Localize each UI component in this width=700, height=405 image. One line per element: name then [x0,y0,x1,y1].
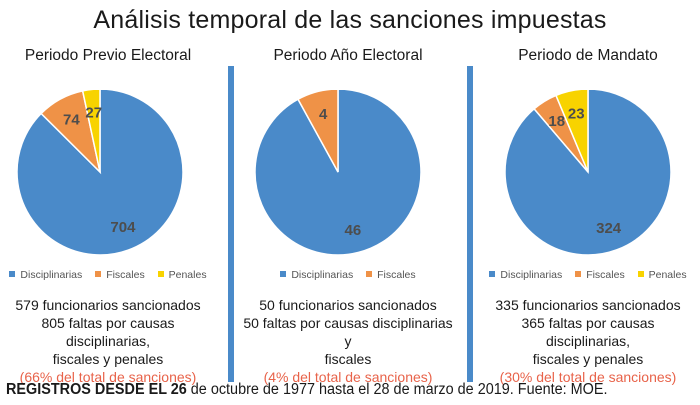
stats-percentage: (4% del total de sanciones) [263,369,433,385]
pie-slice-disciplinarias [504,90,672,256]
legend-item-disciplinarias: Disciplinarias [9,269,82,281]
panel-stats: 579 funcionarios sancionados 805 faltas … [0,296,216,386]
data-label-disciplinarias: 46 [345,222,362,239]
stats-officials: 579 funcionarios sancionados [15,297,201,313]
stats-faults-cont: fiscales y penales [532,351,644,367]
legend-label: Fiscales [377,269,416,281]
legend-label: Penales [168,269,207,281]
data-label-penales: 27 [85,105,102,122]
legend-label: Fiscales [106,269,145,281]
legend-item-fiscales: Fiscales [95,269,145,281]
stats-percentage: (66% del total de sanciones) [19,369,197,385]
data-label-penales: 23 [568,105,585,122]
legend-item-disciplinarias: Disciplinarias [489,269,562,281]
stats-officials: 335 funcionarios sancionados [495,297,681,313]
legend-swatch-disciplinarias [9,271,16,278]
legend-label: Disciplinarias [291,269,354,281]
pie-slice-penales [555,90,589,173]
legend-item-penales: Penales [637,269,687,281]
pie-title: Periodo de Mandato [518,47,658,64]
chart-legend: Disciplinarias Fiscales [240,269,456,281]
stats-officials: 50 funcionarios sancionados [259,297,437,313]
pie-title: Periodo Año Electoral [273,47,423,64]
stats-faults-cont: fiscales [324,351,372,367]
legend-item-fiscales: Fiscales [366,269,416,281]
stats-faults: 805 faltas por causas disciplinarias, [41,315,175,349]
panel-stats: 50 funcionarios sancionados 50 faltas po… [240,296,456,386]
data-label-fiscales: 74 [63,112,80,129]
panel-mandato: Periodo de Mandato 324 18 23 Disciplinaria… [480,38,696,385]
pie-chart-mandato: 324 18 23 [504,90,672,256]
data-label-disciplinarias: 704 [110,219,136,236]
legend-swatch-fiscales [575,271,582,278]
legend-swatch-penales [157,271,164,278]
data-label-fiscales: 18 [548,113,565,130]
legend-label: Fiscales [586,269,625,281]
pie-chart-previo-electoral: 704 74 27 [16,90,184,256]
stats-faults: 50 faltas por causas disciplinarias y [243,315,453,349]
footer-text: de octubre de 1977 hasta el 28 de marzo … [186,381,608,398]
legend-label: Disciplinarias [500,269,563,281]
panel-previo-electoral: Periodo Previo Electoral 704 74 27 Discipl… [0,38,216,385]
pie-slice-penales [81,90,101,173]
pie-chart-ano-electoral: 46 4 [254,90,422,256]
source-footer: REGISTROS DESDE EL 26 de octubre de 1977… [6,381,608,399]
stats-faults: 365 faltas por causas disciplinarias, [521,315,655,349]
chart-legend: Disciplinarias Fiscales Penales [480,269,696,281]
legend-swatch-fiscales [95,271,102,278]
legend-item-penales: Penales [157,269,207,281]
divider-left [228,66,234,382]
legend-swatch-fiscales [366,271,373,278]
data-label-fiscales: 4 [319,106,328,123]
legend-item-fiscales: Fiscales [575,269,625,281]
data-label-disciplinarias: 324 [596,220,622,237]
divider-right [467,66,473,382]
legend-swatch-penales [637,271,644,278]
legend-swatch-disciplinarias [280,271,287,278]
pie-slice-fiscales [296,90,339,173]
legend-label: Penales [648,269,687,281]
stats-percentage: (30% del total de sanciones) [499,369,677,385]
footer-bold: REGISTROS DESDE EL 26 [6,381,187,398]
chart-legend: Disciplinarias Fiscales Penales [0,269,216,281]
infographic-title: Análisis temporal de las sanciones impue… [93,6,607,34]
pie-slice-disciplinarias [254,90,422,256]
pie-title: Periodo Previo Electoral [24,47,192,64]
legend-item-disciplinarias: Disciplinarias [280,269,353,281]
legend-swatch-disciplinarias [489,271,496,278]
panel-ano-electoral: Periodo Año Electoral 46 4 Disciplinarias… [240,38,456,385]
panel-stats: 335 funcionarios sancionados 365 faltas … [480,296,696,386]
legend-label: Disciplinarias [20,269,83,281]
stats-faults-cont: fiscales y penales [52,351,164,367]
